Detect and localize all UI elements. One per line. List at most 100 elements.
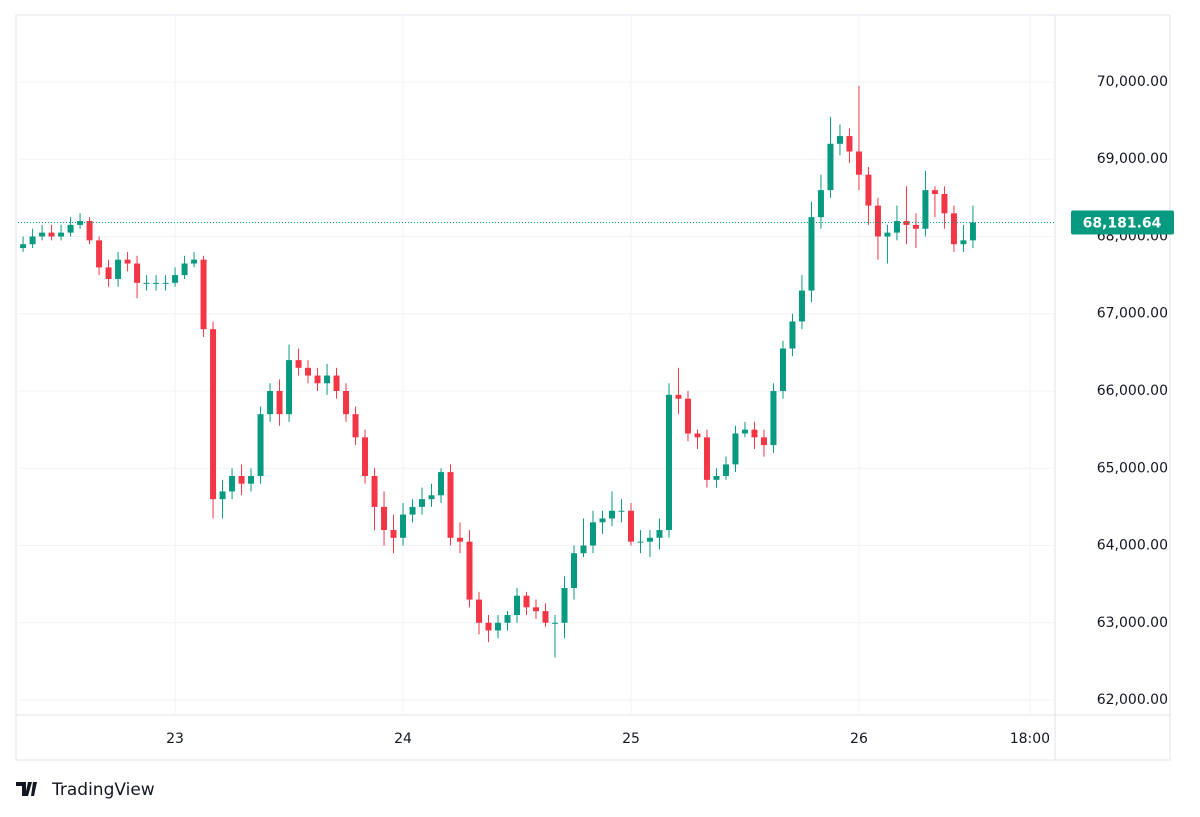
candle-body	[570, 553, 577, 588]
candle-body	[855, 151, 862, 175]
chart-frame	[15, 14, 1171, 761]
candle-body	[646, 537, 653, 542]
candle-body	[67, 224, 74, 233]
candle-body	[789, 321, 796, 349]
candle-body	[684, 398, 691, 434]
candle-body	[903, 221, 910, 225]
candle-body	[409, 506, 416, 515]
candle-body	[466, 541, 473, 600]
candle-body	[599, 518, 606, 523]
candle-body	[314, 375, 321, 384]
candle-body	[836, 136, 843, 144]
x-tick-label: 24	[394, 731, 412, 747]
candle-body	[665, 394, 672, 531]
candle-body	[200, 259, 207, 330]
candle-body	[143, 282, 150, 284]
candle-body	[675, 394, 682, 399]
candle-body	[874, 205, 881, 237]
candle-body	[77, 221, 84, 225]
candle-body	[371, 475, 378, 507]
candle-body	[732, 433, 739, 465]
candle-body	[713, 475, 720, 480]
last-price-box	[1071, 210, 1174, 235]
x-tick-label: 18:00	[1010, 731, 1050, 747]
x-tick-label: 26	[850, 731, 868, 747]
candle-body	[390, 530, 397, 538]
candle-body	[542, 611, 549, 623]
logo	[16, 782, 37, 796]
candle-body	[514, 595, 521, 616]
candle-body	[286, 360, 293, 415]
y-tick-label: 65,000.00	[1097, 460, 1168, 476]
candle-body	[305, 367, 312, 376]
candle-body	[267, 390, 274, 415]
candle-body	[134, 263, 141, 283]
candle-body	[627, 510, 634, 542]
candle-body	[58, 232, 65, 237]
candle-body	[343, 390, 350, 415]
candle-body	[827, 143, 834, 191]
labels: 62,000.00 63,000.00 64,000.00 65,000.00 66,0…	[166, 74, 1174, 747]
candle-body	[523, 595, 530, 608]
candle-body	[295, 360, 302, 368]
candle-body	[722, 464, 729, 476]
candle-body	[637, 541, 644, 543]
candle-body	[48, 232, 55, 237]
candle-body	[257, 414, 264, 476]
candle-body	[504, 615, 511, 623]
candle-body	[162, 282, 169, 284]
candle-body	[238, 475, 245, 484]
candle-body	[96, 240, 103, 268]
candle-body	[438, 472, 445, 496]
candle-body	[798, 290, 805, 322]
y-tick-label: 69,000.00	[1097, 151, 1168, 167]
candle-body	[248, 475, 255, 484]
candle-body	[960, 240, 967, 245]
candle-body	[457, 537, 464, 542]
candle-body	[589, 522, 596, 546]
candle-body	[912, 224, 919, 229]
y-tick-label: 67,000.00	[1097, 306, 1168, 322]
candle-body	[618, 510, 625, 512]
candle-body	[381, 506, 388, 531]
candle-body	[950, 213, 957, 245]
candle-body	[115, 259, 122, 279]
candle-body	[333, 375, 340, 391]
candle-body	[447, 472, 454, 538]
candle-body	[884, 232, 891, 237]
candle-body	[865, 174, 872, 206]
y-tick-label: 70,000.00	[1097, 74, 1168, 90]
candle-body	[191, 259, 198, 264]
candle-body	[580, 545, 587, 554]
candle-body	[741, 429, 748, 434]
y-tick-label: 66,000.00	[1097, 383, 1168, 399]
candle-body	[219, 491, 226, 500]
candles	[18, 85, 1055, 658]
candle-body	[561, 587, 568, 623]
candle-body	[124, 259, 131, 264]
last-price-label: 68,181.64	[1083, 215, 1162, 231]
y-tick-label: 64,000.00	[1097, 538, 1168, 554]
candle-body	[922, 190, 929, 229]
candle-body	[210, 329, 217, 500]
candle-body	[817, 190, 824, 218]
candle-body	[181, 263, 188, 276]
candle-body	[703, 437, 710, 480]
candle-body	[846, 136, 853, 152]
candle-body	[751, 429, 758, 438]
x-tick-label: 23	[166, 731, 184, 747]
candle-body	[656, 530, 663, 538]
candle-body	[495, 622, 502, 631]
candle-body	[362, 437, 369, 476]
candle-body	[276, 390, 283, 415]
candle-body	[969, 222, 976, 241]
candle-body	[105, 267, 112, 279]
candle-body	[229, 475, 236, 492]
candle-body	[352, 414, 359, 438]
candle-body	[485, 622, 492, 631]
candle-body	[760, 437, 767, 446]
candle-body	[324, 375, 331, 384]
candle-body	[172, 275, 179, 283]
